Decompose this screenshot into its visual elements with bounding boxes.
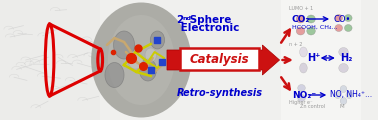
FancyBboxPatch shape (0, 0, 100, 120)
Text: Electronic: Electronic (177, 23, 239, 33)
Ellipse shape (340, 85, 347, 93)
Ellipse shape (296, 27, 305, 35)
Ellipse shape (335, 24, 342, 31)
Ellipse shape (344, 24, 352, 31)
Ellipse shape (339, 63, 348, 72)
Ellipse shape (105, 63, 124, 87)
Text: Sphere: Sphere (186, 15, 231, 25)
Text: HCOOH, CH₄...: HCOOH, CH₄... (292, 24, 338, 30)
Text: H⁺: H⁺ (307, 53, 321, 63)
Ellipse shape (113, 31, 135, 59)
Ellipse shape (128, 51, 143, 69)
Ellipse shape (298, 84, 305, 91)
Text: LUMO + 1: LUMO + 1 (289, 6, 313, 11)
Ellipse shape (346, 91, 353, 99)
Ellipse shape (339, 48, 348, 57)
Text: H₂: H₂ (340, 53, 352, 63)
Ellipse shape (150, 31, 164, 49)
Ellipse shape (307, 27, 315, 35)
Ellipse shape (296, 15, 305, 23)
Ellipse shape (91, 3, 191, 117)
Ellipse shape (108, 15, 175, 105)
FancyBboxPatch shape (180, 48, 259, 70)
Ellipse shape (307, 15, 315, 23)
FancyBboxPatch shape (282, 0, 361, 120)
Text: n + 2: n + 2 (289, 42, 302, 47)
Text: M: M (340, 104, 344, 109)
Ellipse shape (298, 95, 305, 102)
Text: 2: 2 (177, 15, 184, 25)
Ellipse shape (300, 47, 307, 57)
Ellipse shape (139, 59, 156, 81)
Text: Retro-synthesis: Retro-synthesis (177, 88, 262, 98)
Text: NO, NH₄⁺...: NO, NH₄⁺... (330, 90, 372, 99)
Text: Catalysis: Catalysis (190, 53, 249, 66)
Text: CO•: CO• (333, 15, 350, 24)
Text: Zn control: Zn control (300, 104, 325, 109)
Ellipse shape (300, 63, 307, 73)
Ellipse shape (335, 91, 341, 99)
Ellipse shape (344, 15, 352, 21)
Text: CO₂: CO₂ (292, 15, 310, 24)
Ellipse shape (335, 15, 342, 21)
Ellipse shape (340, 97, 347, 105)
Text: NO₂⁻: NO₂⁻ (292, 90, 316, 99)
Text: Higher e⁻: Higher e⁻ (289, 100, 313, 105)
Text: nd: nd (182, 16, 191, 21)
Ellipse shape (145, 48, 156, 62)
FancyArrow shape (167, 45, 280, 75)
